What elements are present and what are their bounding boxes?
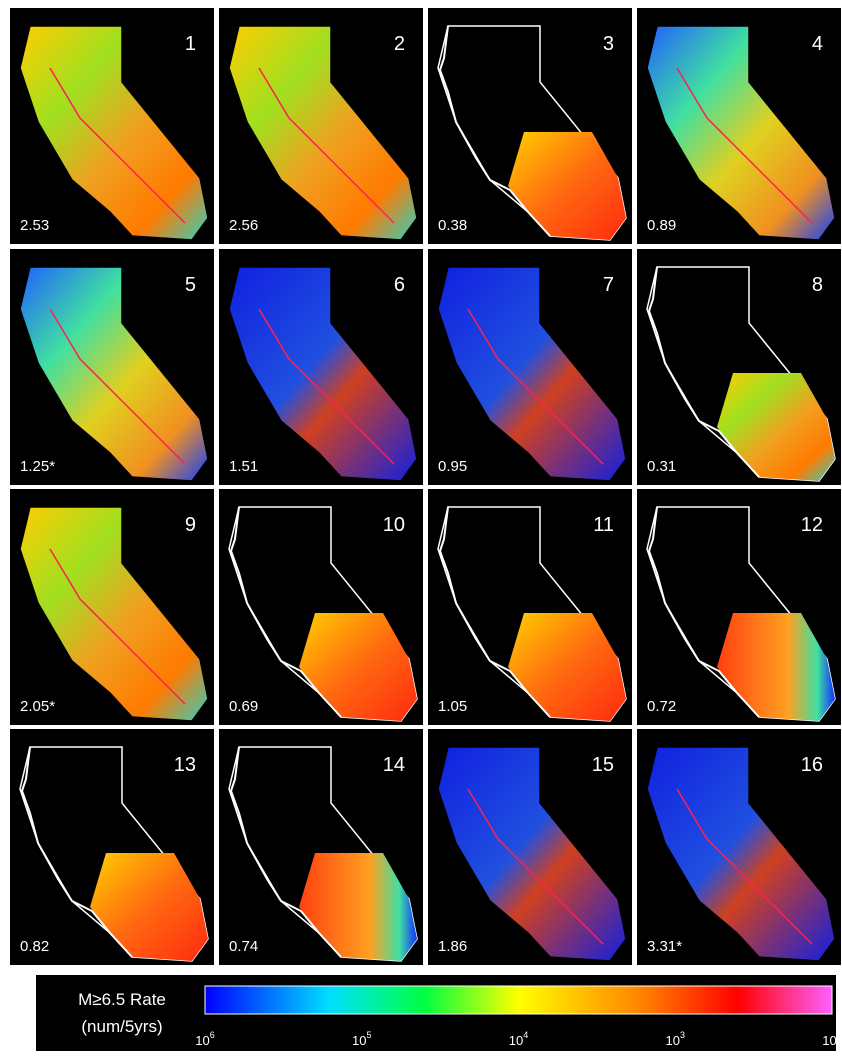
colorbar-label: (num/5yrs) — [81, 1017, 162, 1036]
panel-number: 5 — [185, 274, 196, 296]
panel-number: 14 — [383, 754, 405, 776]
map-panel: 111.05 — [428, 489, 632, 725]
panel-score: 3.31* — [647, 938, 682, 955]
map-panel: 40.89 — [637, 8, 841, 244]
tick-exponent: 4 — [523, 1030, 528, 1040]
tick-exponent: 3 — [680, 1030, 685, 1040]
panel-score: 1.51 — [229, 458, 258, 475]
panel-score: 0.82 — [20, 938, 49, 955]
panel-score: 0.31 — [647, 458, 676, 475]
panel-score: 0.69 — [229, 698, 258, 715]
panel-score: 1.05 — [438, 698, 467, 715]
panel-number: 15 — [592, 754, 614, 776]
tick-exponent: 6 — [210, 1030, 215, 1040]
tick-exponent: 5 — [366, 1030, 371, 1040]
map-panel: 16 3.31* — [637, 729, 841, 965]
tick-base: 10 — [509, 1033, 523, 1048]
map-panel: 120.72 — [637, 489, 841, 725]
map-panel: 130.82 — [10, 729, 214, 965]
tick-base: 10 — [352, 1033, 366, 1048]
map-panel: 80.31 — [637, 249, 841, 485]
panel-number: 13 — [174, 754, 196, 776]
panel-score: 2.05* — [20, 698, 55, 715]
panel-score: 2.53 — [20, 217, 49, 234]
tick-base: 10 — [195, 1033, 209, 1048]
panel-score: 0.38 — [438, 217, 467, 234]
panel-number: 3 — [603, 33, 614, 55]
panel-number: 10 — [383, 514, 405, 536]
panel-number: 11 — [593, 514, 614, 536]
panel-number: 1 — [185, 33, 196, 55]
panel-number: 2 — [394, 33, 405, 55]
colorbar-gradient — [205, 986, 832, 1014]
panels: 12.5322.5630.3840.8951.25*61.5170.9580.3… — [10, 8, 841, 965]
panel-number: 6 — [394, 274, 405, 296]
map-panel: 61.51 — [219, 249, 423, 485]
panel-score: 0.89 — [647, 217, 676, 234]
panel-score: 2.56 — [229, 217, 258, 234]
panel-number: 12 — [801, 514, 823, 536]
figure: 12.5322.5630.3840.8951.25*61.5170.9580.3… — [0, 0, 842, 1057]
map-panel: 9 2.05* — [10, 489, 214, 725]
panel-number: 4 — [812, 33, 823, 55]
panel-score: 1.86 — [438, 938, 467, 955]
map-panel: 70.95 — [428, 249, 632, 485]
map-panel: 12.53 — [10, 8, 214, 244]
panel-score: 0.72 — [647, 698, 676, 715]
panel-number: 9 — [185, 514, 196, 536]
map-panel: 140.74 — [219, 729, 423, 965]
map-panel: 100.69 — [219, 489, 423, 725]
panel-number: 16 — [801, 754, 823, 776]
tick-base: 10 — [822, 1033, 836, 1048]
panel-number: 7 — [603, 274, 614, 296]
panel-score: 1.25* — [20, 458, 55, 475]
tick-exponent: 2 — [837, 1030, 842, 1040]
colorbar-label: M≥6.5 Rate — [78, 990, 166, 1009]
map-panel: 5 1.25* — [10, 249, 214, 485]
map-panel: 30.38 — [428, 8, 632, 244]
map-panel: 22.56 — [219, 8, 423, 244]
map-panel: 151.86 — [428, 729, 632, 965]
panel-score: 0.74 — [229, 938, 258, 955]
panel-score: 0.95 — [438, 458, 467, 475]
panel-number: 8 — [812, 274, 823, 296]
colorbar-tick-label: 102 — [822, 1030, 841, 1048]
tick-base: 10 — [666, 1033, 680, 1048]
